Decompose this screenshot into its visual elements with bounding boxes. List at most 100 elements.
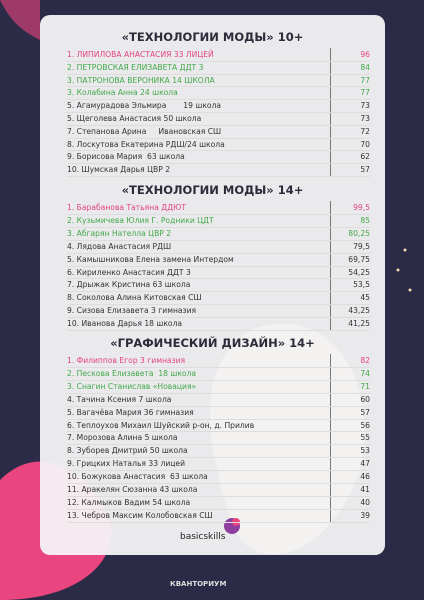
score: 99,5 (353, 203, 370, 212)
row-rule (67, 124, 370, 126)
participant-name: 7. Степанова Арина Ивановская СШ (67, 126, 222, 136)
row-rule (67, 291, 370, 293)
row-rule (67, 73, 370, 75)
row-rule (67, 252, 370, 254)
row-rule (67, 304, 370, 306)
score: 70 (360, 139, 370, 149)
participant-name: 6. Кириленко Анастасия ДДТ 3 (67, 267, 191, 277)
participant-name: 9. Сизова Елизавета 3 гимназия (67, 306, 197, 316)
participant-name: 10. Божукова Анастасия 63 школа (67, 472, 208, 482)
row-rule (67, 495, 370, 497)
score: 40 (360, 497, 370, 507)
participant-name: 5. Камышникова Елена замена Интердом (67, 254, 234, 264)
row-rule (67, 330, 370, 331)
row-rule (67, 265, 370, 267)
score: 80,25 (348, 228, 370, 238)
row-rule (67, 86, 370, 88)
score: 55 (360, 433, 370, 443)
row-rule (67, 226, 370, 228)
participant-name: 1. Барабанова Татьяна ДДЮТ (67, 203, 186, 212)
row-rule (67, 366, 370, 368)
participant-name: 3. Абгарян Нателла ЦВР 2 (67, 228, 172, 238)
participant-name: 11. Аракелян Сюзанна 43 школа (67, 485, 198, 494)
participant-name: 5. Щеголева Анастасия 50 школа (67, 114, 202, 123)
row-rule (67, 60, 370, 62)
participant-name: 6. Теплоухов Михаил Шуйский р-он, д. При… (67, 420, 255, 430)
score: 45 (360, 293, 370, 303)
row-rule (67, 431, 370, 433)
score: 46 (360, 472, 370, 482)
row-rule (67, 379, 370, 381)
participant-name: 5. Вагачёва Мария 36 гимназия (67, 407, 194, 417)
score: 41 (360, 485, 370, 494)
row-rule (67, 470, 370, 472)
row-rule (67, 163, 370, 165)
dot (403, 248, 407, 252)
footer-logo: КВАНТОРИУМ (170, 580, 227, 588)
dot (396, 268, 400, 272)
row-rule (67, 444, 370, 446)
participant-name: 3. Колабина Анна 24 школа (67, 88, 178, 98)
participant-name: 13. Чебров Максим Колобовская СШ (67, 510, 213, 520)
score: 43,25 (348, 306, 370, 316)
score: 57 (360, 407, 370, 417)
participant-name: 12. Калмыков Вадим 54 школа (67, 497, 191, 507)
participant-name: 9. Борисова Мария 63 школа (67, 152, 185, 162)
score: 54,25 (348, 267, 370, 277)
score: 72 (360, 126, 370, 136)
participant-name: 2. Пескова Елизавета 18 школа (67, 368, 197, 378)
score: 39 (360, 510, 370, 520)
score: 96 (360, 50, 370, 59)
score: 60 (360, 394, 370, 404)
participant-name: 8. Лоскутова Екатерина РДШ/24 школа (67, 139, 225, 149)
divider (330, 354, 331, 522)
score: 84 (360, 62, 370, 72)
participant-name: 5. Агамурадова Эльмира 19 школа (67, 101, 222, 111)
row-rule (67, 176, 370, 177)
row-rule (67, 239, 370, 241)
score: 73 (360, 114, 370, 123)
row-rule (67, 392, 370, 394)
dot (408, 288, 412, 292)
score: 57 (360, 165, 370, 175)
row-rule (67, 457, 370, 459)
score: 71 (360, 381, 370, 391)
score: 41,25 (348, 319, 370, 329)
participant-name: 4. Тачина Ксения 7 школа (67, 394, 172, 404)
participant-name: 7. Дрыжак Кристина 63 школа (67, 280, 191, 290)
row-rule (67, 483, 370, 484)
participant-name: 3. Снагин Станислав «Новация» (67, 381, 197, 391)
participant-name: 10. Шумская Дарья ЦВР 2 (67, 165, 171, 175)
score: 47 (360, 459, 370, 469)
logo: basicskills (180, 532, 226, 542)
participant-name: 1. ЛИПИЛОВА АНАСТАСИЯ 33 ЛИЦЕЙ (67, 50, 214, 59)
row-rule (67, 112, 370, 113)
participant-name: 2. ПЕТРОВСКАЯ ЕЛИЗАВЕТА ДДТ 3 (67, 62, 204, 72)
row-rule (67, 278, 370, 280)
row-rule (67, 418, 370, 420)
row-rule (67, 137, 370, 139)
corner-shape (0, 0, 40, 40)
participant-name: 8. Соколова Алина Китовская СШ (67, 293, 202, 303)
participant-name: 7. Морозова Алина 5 школа (67, 433, 178, 443)
section-title: «ГРАФИЧЕСКИЙ ДИЗАЙН» 14+ (110, 336, 315, 350)
participant-name: 4. Лядова Анастасия РДШ (67, 241, 172, 251)
participant-name: 3. ПАТРОНОВА ВЕРОНИКА 14 ШКОЛА (67, 75, 215, 85)
row-rule (67, 99, 370, 101)
score: 53,5 (353, 280, 370, 290)
card (40, 15, 385, 555)
section-title: «ТЕХНОЛОГИИ МОДЫ» 10+ (121, 30, 304, 44)
score: 73 (360, 101, 370, 111)
score: 69,75 (348, 254, 370, 264)
score: 53 (360, 446, 370, 456)
score: 56 (360, 420, 370, 430)
row-rule (67, 317, 370, 319)
score: 82 (360, 356, 370, 365)
row-rule (67, 405, 370, 407)
row-rule (67, 521, 370, 523)
score: 85 (360, 215, 370, 225)
score: 77 (360, 75, 370, 85)
participant-name: 9. Грицких Наталья 33 лицей (67, 459, 186, 469)
row-rule (67, 213, 370, 215)
